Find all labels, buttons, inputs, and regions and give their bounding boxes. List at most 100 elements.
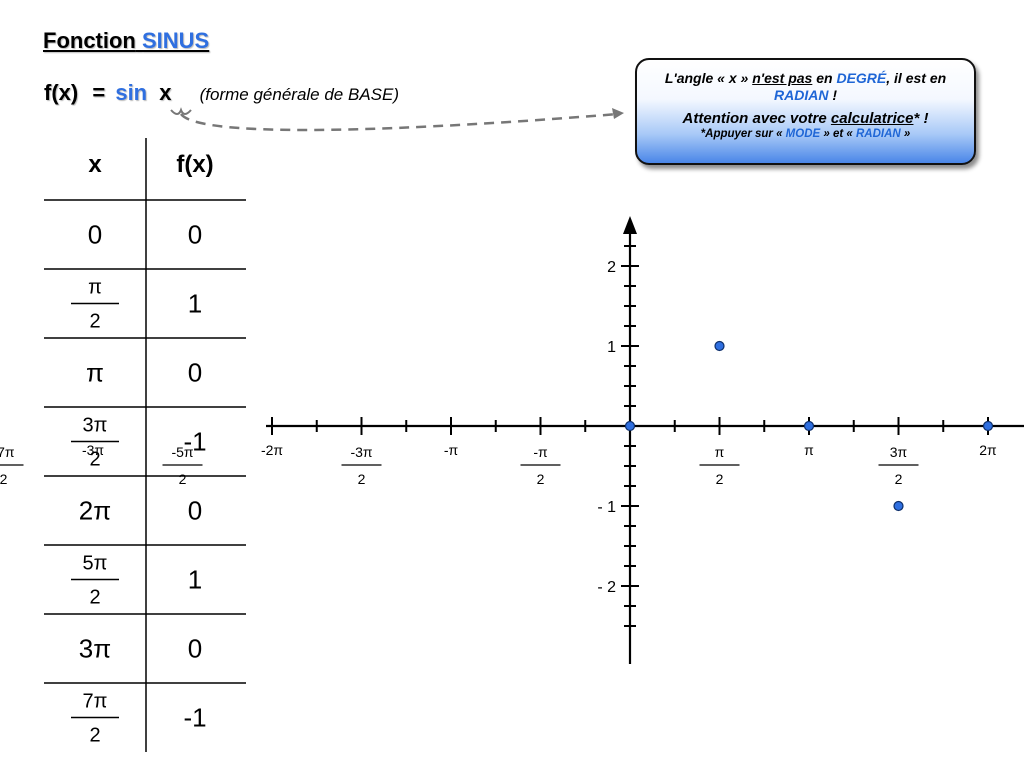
table-fx-value: 0: [188, 496, 202, 526]
title-prefix: Fonction: [43, 28, 136, 53]
x-tick-numerator: -3π: [350, 444, 372, 460]
table-x-numerator: 7π: [83, 691, 108, 713]
table-row: 3π 2 -1: [71, 415, 207, 471]
data-point: [714, 340, 725, 352]
table-x-value: π: [86, 358, 104, 388]
title-highlight: SINUS: [142, 28, 210, 53]
table-fx-value: 0: [188, 634, 202, 664]
data-point: [982, 420, 994, 432]
formula: f(x) = sin x (forme générale de BASE): [44, 80, 399, 106]
callout-text: , il est en: [886, 70, 947, 86]
x-tick-denominator: 2: [358, 471, 366, 487]
y-tick-label: - 2: [597, 579, 616, 596]
table-x-value: 3π: [79, 634, 111, 664]
x-tick-label: -π: [444, 442, 459, 458]
table-fx-value: 1: [188, 565, 202, 595]
callout-underlined: n'est pas: [752, 70, 813, 86]
brace-under-x: [170, 107, 192, 115]
table-row: π 2 1: [71, 277, 202, 333]
callout-calculatrice: calculatrice: [830, 110, 914, 127]
x-tick-label: π2: [699, 444, 740, 487]
x-tick-label: π: [804, 442, 814, 458]
y-tick-label: 2: [607, 259, 616, 276]
x-tick-numerator: -5π: [171, 444, 193, 460]
table-x-value: 2π: [79, 496, 111, 526]
x-tick-numerator: π: [715, 444, 725, 460]
x-tick-label: 3π 2: [878, 444, 919, 487]
callout-text: en: [812, 70, 837, 86]
x-tick-label: -7π 2: [0, 444, 24, 487]
table-x-denominator: 2: [89, 449, 100, 471]
radian-callout: L'angle « x » n'est pas en DEGRÉ, il est…: [635, 58, 976, 165]
table-x-denominator: 2: [89, 587, 100, 609]
x-tick-label: -2π: [261, 442, 283, 458]
callout-text: Attention avec votre: [682, 110, 831, 127]
table-x-numerator: 5π: [83, 553, 108, 575]
callout-text: *Appuyer sur «: [700, 128, 786, 140]
callout-radian-key: RADIAN: [855, 128, 901, 140]
x-tick-denominator: 2: [0, 471, 8, 487]
x-tick-label: -3π 2: [341, 444, 382, 487]
data-point: [893, 500, 904, 512]
x-tick-text: -π: [444, 442, 459, 458]
connector-arrowhead: [612, 108, 624, 119]
callout-text: !: [828, 87, 837, 103]
x-tick-denominator: 2: [716, 471, 724, 487]
table-fx-value: -1: [183, 427, 206, 457]
formula-equals: =: [92, 80, 106, 105]
callout-degre: DEGRÉ: [836, 70, 887, 86]
table-x-value: 0: [88, 220, 102, 250]
callout-text: »: [900, 128, 911, 140]
formula-lhs: f(x): [44, 80, 79, 105]
table-row: 2π 0: [79, 496, 202, 526]
table-row: 3π 0: [79, 634, 202, 664]
table-fx-value: -1: [183, 703, 206, 733]
table-row: 5π 2 1: [71, 553, 202, 609]
callout-line3: *Appuyer sur « MODE » et « RADIAN »: [651, 127, 960, 141]
table-x-numerator: π: [88, 277, 102, 299]
x-tick-text: -2π: [261, 442, 283, 458]
x-tick-text: π: [804, 442, 814, 458]
y-axis-arrow: [623, 216, 637, 234]
formula-note: (forme générale de BASE): [199, 85, 400, 104]
callout-mode: MODE: [785, 128, 821, 140]
callout-line2: Attention avec votre calculatrice* !: [651, 110, 960, 127]
x-tick-numerator: -7π: [0, 444, 15, 460]
table-header-x: x: [88, 151, 102, 178]
table-fx-value: 1: [188, 289, 202, 319]
x-tick-label: 2π: [979, 442, 997, 458]
table-x-denominator: 2: [89, 311, 100, 333]
callout-line1: L'angle « x » n'est pas en DEGRÉ, il est…: [651, 70, 960, 104]
formula-sin: sin: [115, 80, 148, 105]
x-tick-label: -π 2: [520, 444, 561, 487]
table-fx-value: 0: [188, 358, 202, 388]
table-row: 7π 2 -1: [71, 691, 207, 747]
x-tick-text: 2π: [979, 442, 997, 458]
x-tick-numerator: -π: [533, 444, 548, 460]
callout-text: * !: [913, 110, 929, 127]
x-tick-numerator: 3π: [890, 444, 908, 460]
table-header-fx: f(x): [176, 151, 213, 178]
table-x-denominator: 2: [89, 725, 100, 747]
callout-text: » et «: [820, 128, 856, 140]
callout-radian: RADIAN: [773, 87, 829, 103]
x-tick-denominator: 2: [537, 471, 545, 487]
table-x-numerator: 3π: [83, 415, 108, 437]
x-tick-text: -3π: [82, 442, 104, 458]
dashed-connector: [179, 112, 619, 132]
x-tick-denominator: 2: [179, 471, 187, 487]
x-tick-label: -3π: [82, 442, 104, 458]
page-title: Fonction SINUS: [43, 28, 209, 54]
data-point: [624, 420, 636, 432]
y-tick-label: - 1: [597, 499, 616, 516]
table-fx-value: 0: [188, 220, 202, 250]
data-point: [803, 420, 815, 432]
formula-x: x: [159, 80, 172, 105]
x-tick-denominator: 2: [895, 471, 903, 487]
x-tick-label: -5π 2: [162, 444, 203, 487]
callout-text: L'angle « x »: [664, 70, 753, 86]
